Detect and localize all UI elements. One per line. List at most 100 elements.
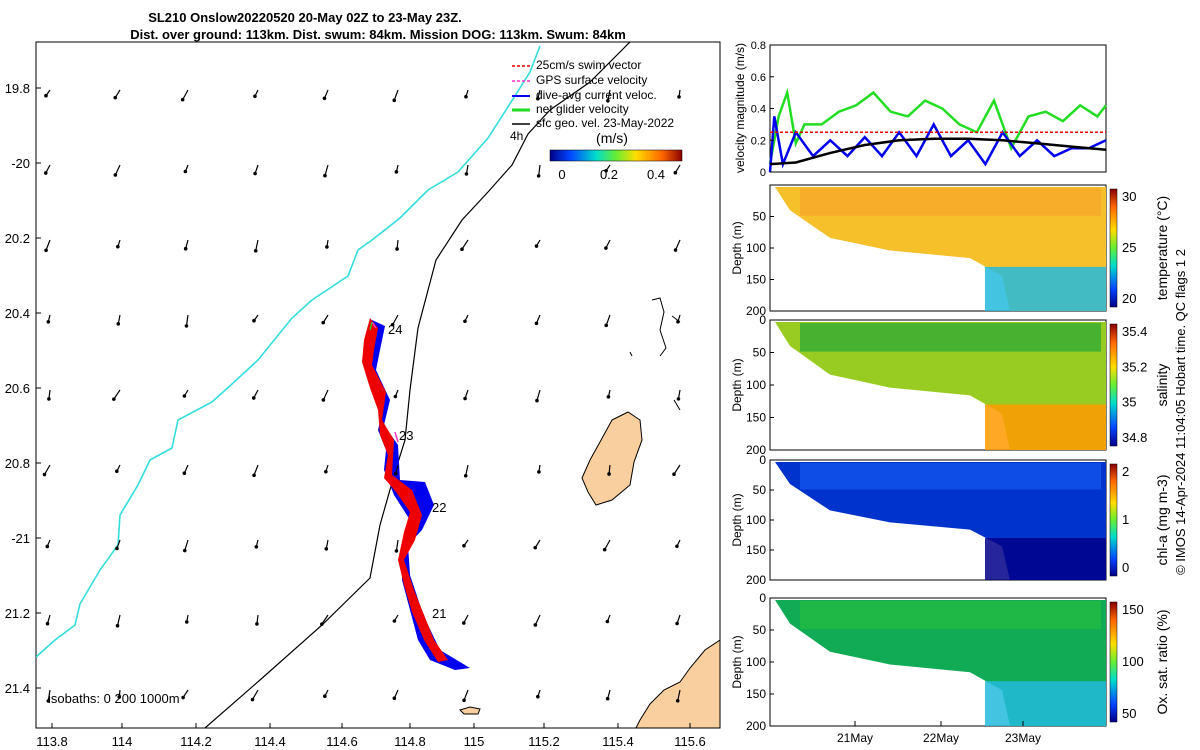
map-legend: 25cm/s swim vector GPS surface velocity …	[510, 58, 674, 143]
section-colorbar-label: Ox. sat. ratio (%)	[1154, 609, 1170, 714]
depth-tick-label: 100	[746, 655, 766, 669]
velocity-arrow-head	[325, 245, 329, 249]
velocity-arrow-head	[113, 95, 118, 100]
velocity-arrow-head	[536, 694, 540, 699]
colorbar-tick-label: 0	[1122, 560, 1129, 575]
velocity-frame	[769, 44, 1107, 173]
velocity-series-line	[768, 87, 1107, 165]
section-deep-layer	[985, 266, 1106, 311]
colorbar-tick-label: 100	[1122, 654, 1144, 669]
depth-tick-label: 150	[746, 687, 766, 701]
velocity-arrow	[673, 464, 681, 475]
velocity-arrow-head	[534, 321, 539, 326]
section-surface-layer	[800, 323, 1101, 352]
velocity-arrow-head	[533, 623, 538, 627]
velocity-arrow-head	[183, 246, 188, 251]
legend-time-label: 4h	[510, 129, 523, 143]
velocity-arrow-head	[394, 549, 399, 553]
velocity-arrow-head	[323, 694, 327, 699]
map-x-tick-label: 113.8	[36, 734, 68, 749]
velocity-arrow-head	[115, 469, 119, 474]
velocity-arrow	[255, 239, 259, 251]
section-deep-layer	[985, 538, 1106, 580]
velocity-arrow	[184, 539, 189, 551]
velocity-y-tick-label: 0.6	[751, 72, 766, 84]
velocity-arrow-head	[537, 470, 541, 474]
depth-axis-label: Depth (m)	[730, 493, 744, 546]
depth-tick-label: 50	[753, 346, 767, 360]
velocity-series-line	[769, 137, 1107, 166]
velocity-arrow	[182, 89, 189, 100]
map-y-tick-label: 21.2	[5, 606, 30, 621]
velocity-arrow	[395, 539, 399, 551]
mainland-land	[635, 639, 720, 728]
velocity-arrow-head	[462, 698, 466, 703]
section-deep-layer	[985, 681, 1106, 726]
colorbar-tick-label: 150	[1122, 602, 1144, 617]
velocity-arrow-head	[115, 546, 119, 551]
velocity-arrow-head	[253, 94, 257, 99]
colorbar-bar	[549, 149, 683, 162]
map-x-tick-label: 114	[112, 734, 133, 749]
velocity-arrow-head	[677, 95, 681, 99]
velocity-arrow	[114, 164, 121, 176]
glider-track-current	[364, 320, 470, 670]
velocity-arrow-head	[183, 169, 188, 174]
depth-tick-label: 50	[753, 483, 767, 497]
time-axis: 21May 22May 23May	[837, 721, 1041, 745]
section-colorbar	[1109, 188, 1118, 308]
map-x-ticks: 113.8 114 114.2 114.4 114.6 114.8 115 115.2 115.…	[36, 723, 706, 749]
colorbar-tick-2: 0.4	[647, 167, 665, 182]
legend-label-geo: sfc geo. vel. 23-May-2022	[536, 116, 674, 130]
depth-tick-label: 50	[753, 210, 767, 224]
velocity-arrow-head	[606, 98, 610, 103]
map-y-tick-label: 20.4	[5, 306, 30, 321]
velocity-arrow-head	[321, 320, 326, 325]
velocity-arrow-head	[117, 695, 122, 699]
depth-axis-label: Depth (m)	[730, 221, 744, 274]
velocity-arrow	[538, 164, 541, 176]
velocity-arrow-head	[320, 622, 324, 626]
glider-track-gps	[371, 321, 399, 443]
velocity-arrow-head	[116, 244, 120, 249]
velocity-arrow-head	[392, 696, 397, 701]
isobath-200m	[204, 42, 631, 728]
depth-tick-label: 150	[746, 543, 766, 557]
velocity-arrow-head	[672, 472, 676, 477]
velocity-arrow-head	[44, 248, 48, 253]
velocity-arrow-head	[675, 544, 679, 549]
velocity-arrow-head	[45, 621, 50, 626]
section-panel: 0 50 100 150 200 Depth (m) 35.4 35.2 35 34.8 salin…	[730, 313, 1170, 457]
sfc-velocity-arrows	[42, 89, 681, 703]
velocity-arrow	[534, 614, 541, 626]
map-x-tick-label: 115.6	[674, 734, 706, 749]
velocity-arrow-head	[182, 471, 187, 476]
colorbar-tick-0: 0	[558, 167, 565, 182]
velocity-arrow	[607, 89, 611, 101]
velocity-arrow	[604, 539, 611, 550]
colorbar-tick-label: 30	[1122, 189, 1136, 204]
velocity-y-tick-label: 0.8	[751, 40, 766, 52]
depth-tick-label: 200	[746, 443, 766, 457]
velocity-arrow-head	[604, 169, 608, 173]
velocity-arrow-head	[605, 696, 610, 701]
velocity-arrow-head	[393, 394, 398, 399]
depth-tick-label: 50	[753, 623, 767, 637]
time-tick-label: 23May	[1005, 731, 1041, 745]
velocity-arrow	[324, 164, 329, 176]
velocity-arrow-head	[606, 395, 611, 399]
isobaths-label: isobaths: 0 200 1000m	[48, 691, 180, 706]
velocity-y-ticks: 0 0.2 0.4 0.6 0.8	[751, 40, 774, 179]
velocity-arrow-head	[253, 171, 257, 176]
map-y-tick-label: 21.4	[5, 681, 30, 696]
title-line-1: SL210 Onslow20220520 20-May 02Z to 23-Ma…	[148, 10, 462, 25]
velocity-arrow-head	[43, 171, 48, 175]
velocity-arrow-head	[182, 394, 187, 398]
velocity-arrow-head	[464, 172, 469, 176]
map-y-tick-label: 20.6	[5, 381, 30, 396]
velocity-arrow-head	[392, 619, 397, 623]
section-panel: 50 100 150 200 Depth (m) 30 25 20 temperature (°…	[730, 184, 1170, 318]
velocity-arrow-head	[253, 248, 258, 253]
track-day-label-24: 24	[388, 322, 402, 337]
map-y-ticks: 19.8 -20 20.2 20.4 20.6 20.8 -21 21.2 21.4	[5, 81, 41, 696]
